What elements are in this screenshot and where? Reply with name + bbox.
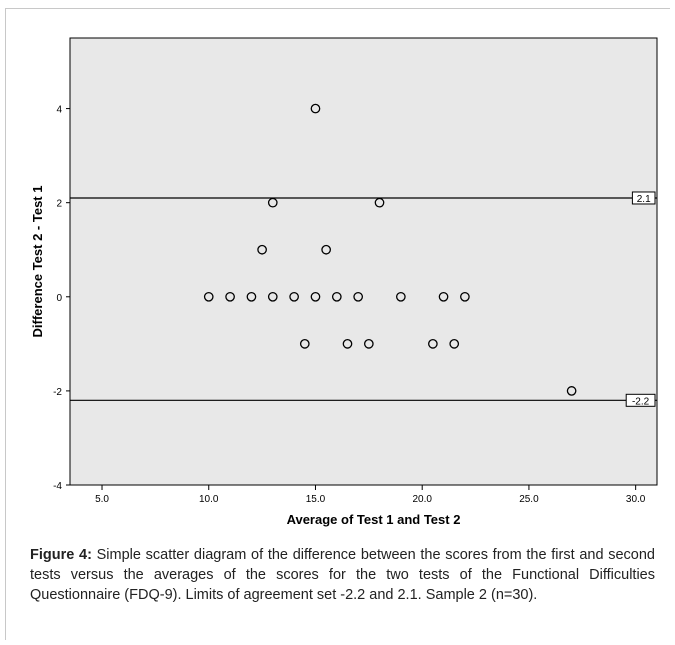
limit-label-box (631, 191, 656, 205)
data-point (289, 291, 299, 302)
data-point (460, 291, 470, 302)
data-point (246, 291, 257, 302)
data-point (321, 244, 331, 255)
plot-area (69, 37, 658, 486)
y-tick-label: 4 (56, 105, 62, 116)
figure-caption: Figure 4: Simple scatter diagram of the … (30, 545, 655, 605)
x-tick-label: 30.0 (626, 494, 646, 505)
data-point (396, 291, 406, 302)
caption-label: Figure 4: (30, 547, 92, 563)
x-tick-label: 5.0 (95, 494, 109, 505)
y-tick-label: -2 (53, 387, 62, 398)
data-point (267, 291, 278, 302)
y-tick-label: -4 (53, 481, 62, 492)
data-point (310, 291, 321, 302)
x-tick-label: 10.0 (199, 494, 219, 505)
data-point (363, 338, 374, 349)
bland-altman-scatter-chart: 5.0 10.0 15.0 20.0 25.0 30.0 4 2 0 -2 -4 2.1 -2.2 Ave… (30, 37, 658, 527)
y-tick-label: 2 (56, 199, 62, 210)
data-point (353, 291, 364, 302)
data-point (203, 291, 214, 302)
limit-label-box (625, 393, 656, 407)
x-tick-label: 25.0 (519, 494, 539, 505)
x-axis-title: Average of Test 1 and Test 2 (287, 512, 461, 527)
data-point (299, 338, 310, 349)
data-point (342, 338, 353, 349)
data-point (310, 103, 321, 114)
data-point (566, 386, 577, 396)
data-point (257, 244, 267, 255)
data-point (331, 291, 342, 302)
data-point (449, 338, 460, 349)
caption-text: Simple scatter diagram of the difference… (30, 547, 655, 603)
data-point (225, 291, 235, 302)
x-tick-label: 20.0 (412, 494, 432, 505)
limit-label: -2.2 (632, 396, 650, 407)
data-point (267, 197, 278, 208)
y-tick-label: 0 (56, 293, 62, 304)
figure-frame (5, 8, 670, 640)
data-point (438, 291, 449, 302)
y-axis-title: Difference Test 2 - Test 1 (30, 186, 45, 338)
data-point (428, 338, 438, 349)
limit-label: 2.1 (637, 194, 651, 205)
x-tick-label: 15.0 (306, 494, 326, 505)
data-point (374, 197, 385, 208)
